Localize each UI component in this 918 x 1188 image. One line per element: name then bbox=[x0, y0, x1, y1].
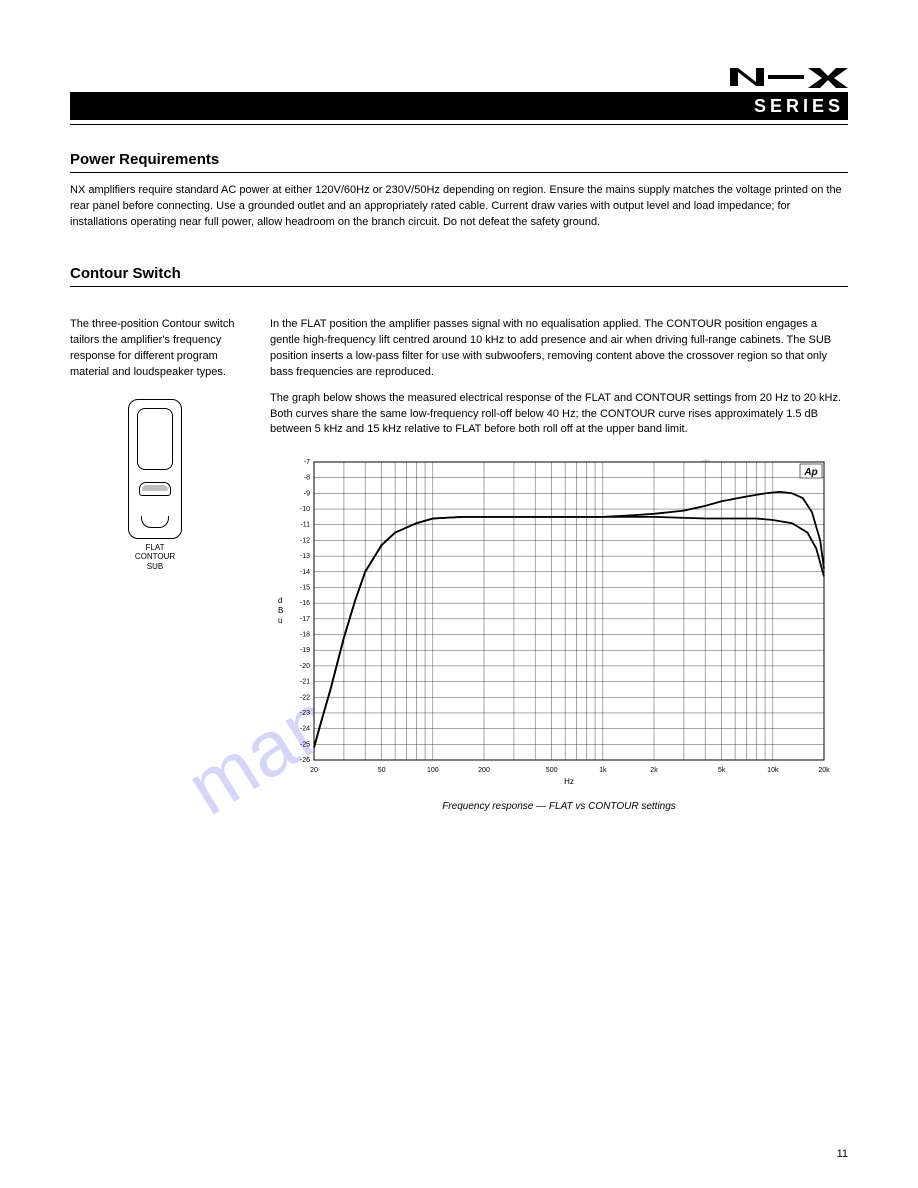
page-container: SERIES Power Requirements NX amplifiers … bbox=[0, 0, 918, 855]
brand-logo bbox=[728, 60, 848, 90]
section-title-power: Power Requirements bbox=[70, 151, 848, 173]
svg-text:-13: -13 bbox=[300, 553, 310, 560]
contour-right-text-1: In the FLAT position the amplifier passe… bbox=[270, 317, 848, 381]
svg-text:10k: 10k bbox=[767, 767, 779, 774]
switch-icon bbox=[128, 399, 182, 539]
svg-text:5k: 5k bbox=[718, 767, 726, 774]
svg-text:500: 500 bbox=[546, 767, 558, 774]
section-title-contour: Contour Switch bbox=[70, 265, 848, 287]
svg-text:-26: -26 bbox=[300, 757, 310, 764]
svg-text:-24: -24 bbox=[300, 726, 310, 733]
svg-text:50: 50 bbox=[378, 767, 386, 774]
contour-right-column: In the FLAT position the amplifier passe… bbox=[270, 317, 848, 815]
svg-text:2k: 2k bbox=[650, 767, 658, 774]
svg-text:-19: -19 bbox=[300, 648, 310, 655]
svg-text:-11: -11 bbox=[300, 522, 310, 529]
header bbox=[70, 50, 848, 90]
nx-logo-icon bbox=[728, 60, 848, 90]
svg-text:-10: -10 bbox=[300, 506, 310, 513]
svg-text:-17: -17 bbox=[300, 616, 310, 623]
svg-text:-8: -8 bbox=[304, 475, 310, 482]
frequency-response-chart: -7 -8 -9 -10 -11 -12 -13 -14 -15 -16 -17 -18 -19 -20 -… bbox=[270, 456, 848, 814]
svg-text:100: 100 bbox=[427, 767, 439, 774]
svg-text:-14: -14 bbox=[300, 569, 310, 576]
switch-labels: FLAT CONTOUR SUB bbox=[128, 543, 182, 572]
switch-illustration: FLAT CONTOUR SUB bbox=[70, 399, 240, 572]
rule-above-section bbox=[70, 124, 848, 125]
header-black-bar: SERIES bbox=[70, 92, 848, 120]
svg-text:-21: -21 bbox=[300, 679, 310, 686]
contour-right-text-2: The graph below shows the measured elect… bbox=[270, 391, 848, 439]
svg-text:d: d bbox=[278, 596, 282, 605]
svg-text:B: B bbox=[278, 606, 283, 615]
svg-text:-23: -23 bbox=[300, 710, 310, 717]
svg-text:-18: -18 bbox=[300, 632, 310, 639]
svg-text:-25: -25 bbox=[300, 742, 310, 749]
svg-text:u: u bbox=[278, 616, 282, 625]
svg-text:-15: -15 bbox=[300, 585, 310, 592]
svg-text:20k: 20k bbox=[818, 767, 830, 774]
svg-text:20: 20 bbox=[310, 767, 318, 774]
chart-caption: Frequency response — FLAT vs CONTOUR set… bbox=[270, 800, 848, 815]
contour-left-text: The three-position Contour switch tailor… bbox=[70, 317, 240, 381]
svg-text:Ap: Ap bbox=[803, 467, 817, 478]
svg-text:-12: -12 bbox=[300, 538, 310, 545]
chart-svg: -7 -8 -9 -10 -11 -12 -13 -14 -15 -16 -17 -18 -19 -20 -… bbox=[270, 456, 830, 786]
section-body-power: NX amplifiers require standard AC power … bbox=[70, 183, 848, 231]
page-number: 11 bbox=[837, 1148, 848, 1160]
svg-text:Hz: Hz bbox=[564, 777, 574, 786]
series-label: SERIES bbox=[750, 94, 848, 119]
contour-left-column: The three-position Contour switch tailor… bbox=[70, 317, 240, 815]
svg-text:-22: -22 bbox=[300, 695, 310, 702]
svg-text:-9: -9 bbox=[304, 491, 310, 498]
svg-text:1k: 1k bbox=[599, 767, 607, 774]
contour-two-column: The three-position Contour switch tailor… bbox=[70, 317, 848, 815]
svg-text:-20: -20 bbox=[300, 663, 310, 670]
svg-text:-16: -16 bbox=[300, 601, 310, 608]
svg-text:200: 200 bbox=[478, 767, 490, 774]
svg-text:-7: -7 bbox=[304, 459, 310, 466]
